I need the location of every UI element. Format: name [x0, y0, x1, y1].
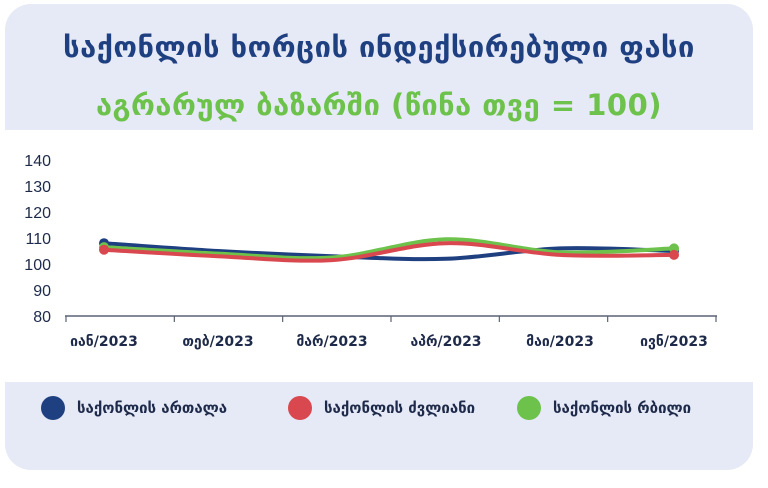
series-point — [99, 244, 109, 255]
x-tick-label: ივნ/2023 — [640, 334, 708, 350]
legend-marker-icon — [517, 396, 541, 420]
series-line — [102, 241, 676, 263]
x-tick-label: მარ/2023 — [296, 334, 367, 350]
x-tick-label: აპრ/2023 — [410, 334, 481, 350]
series-line — [102, 237, 676, 261]
y-tick-label: 80 — [33, 309, 51, 326]
y-tick-label: 140 — [24, 153, 51, 170]
y-tick-label: 120 — [24, 205, 51, 222]
series-point — [669, 249, 679, 260]
legend-item-rbili: საქონლის რბილი — [517, 390, 691, 426]
x-tick-label: მაი/2023 — [526, 334, 594, 350]
plot-area: 80 90 100 110 120 130 140 იან/2023 თებ/2023 მარ/2… — [5, 130, 753, 382]
x-tick-label: იან/2023 — [70, 334, 138, 350]
legend-label: საქონლის ძვლიანი — [324, 399, 476, 417]
y-tick-label: 100 — [24, 257, 51, 274]
legend-marker-icon — [288, 396, 312, 420]
legend-item-dzvliani: საქონლის ძვლიანი — [288, 390, 475, 426]
legend-item-artala: საქონლის ართალა — [41, 390, 227, 426]
x-tick-label: თებ/2023 — [182, 334, 253, 350]
legend: საქონლის ართალა საქონლის ძვლიანი საქონლი… — [5, 390, 753, 426]
line-chart: 80 90 100 110 120 130 140 იან/2023 თებ/2023 მარ/2… — [24, 153, 717, 350]
chart-subtitle: აგრარულ ბაზარში (წინა თვე = 100) — [95, 88, 663, 122]
y-tick-label: 110 — [25, 231, 51, 248]
y-tick-label: 90 — [33, 283, 51, 300]
y-tick-label: 130 — [24, 179, 51, 196]
chart-card: საქონლის ხორცის ინდექსირებული ფასი აგრარ… — [5, 4, 753, 470]
legend-label: საქონლის რბილი — [553, 399, 692, 417]
chart-title: საქონლის ხორცის ინდექსირებული ფასი — [63, 30, 695, 64]
legend-label: საქონლის ართალა — [77, 399, 228, 417]
legend-marker-icon — [41, 396, 65, 420]
series-line — [102, 241, 676, 262]
